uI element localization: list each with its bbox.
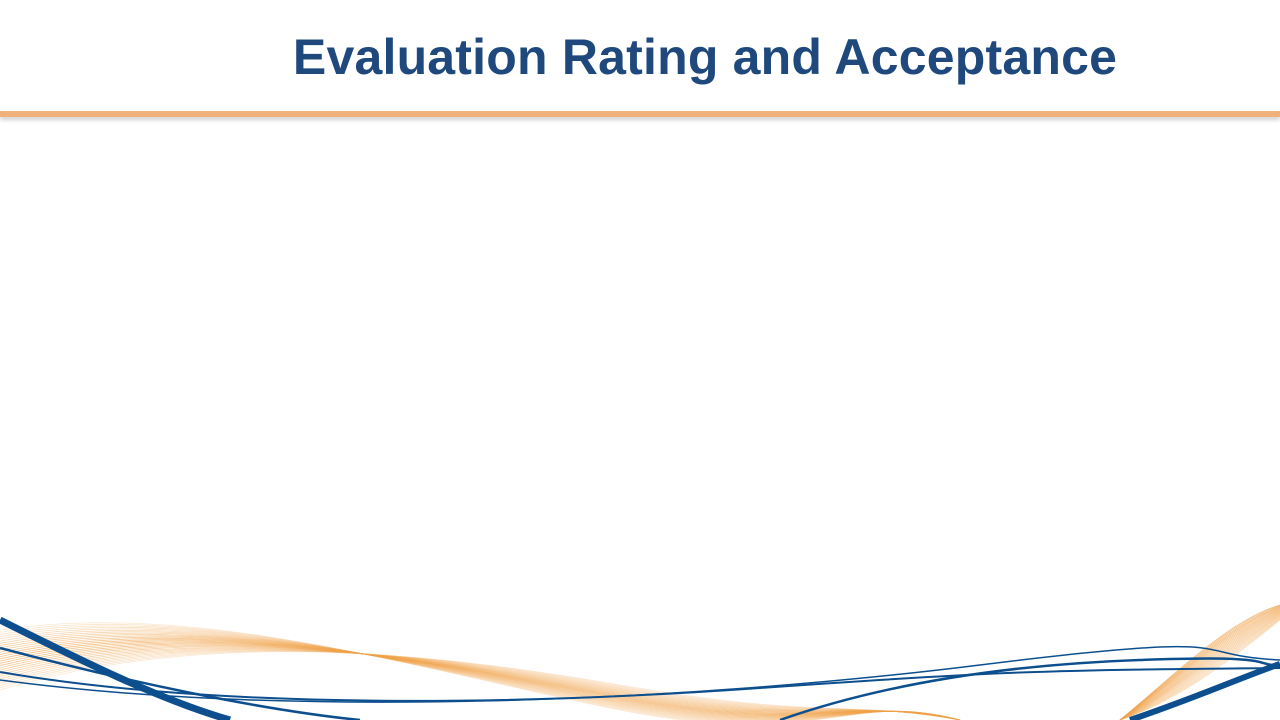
title-divider xyxy=(0,111,1280,117)
slide-title: Evaluation Rating and Acceptance xyxy=(292,29,1118,85)
blue-wave-line xyxy=(779,657,1280,720)
orange-wave-strand xyxy=(1119,612,1280,720)
orange-wave-strand xyxy=(1119,617,1280,720)
orange-wave-strand xyxy=(0,631,961,720)
orange-wave-strand xyxy=(0,647,961,720)
orange-wave-strand xyxy=(0,623,961,720)
orange-wave-strand xyxy=(0,622,961,720)
orange-wave-strand xyxy=(1119,613,1280,720)
orange-wave-strand xyxy=(1119,611,1280,720)
orange-wave-strand xyxy=(0,646,961,720)
orange-wave-strand xyxy=(0,650,961,720)
blue-wave-line xyxy=(0,646,361,720)
blue-wave-line xyxy=(0,645,1280,703)
orange-wave-strand xyxy=(0,651,961,720)
orange-wave-strand xyxy=(1119,610,1280,720)
orange-wave-strand xyxy=(1119,619,1280,720)
blue-wave-lines xyxy=(0,616,1280,720)
orange-wave-left xyxy=(0,622,961,720)
decorative-wave-footer xyxy=(0,604,1280,720)
orange-wave-strand xyxy=(1119,611,1280,720)
orange-wave-strand xyxy=(1119,618,1280,720)
orange-wave-strand xyxy=(0,649,961,720)
orange-wave-strand xyxy=(0,650,961,720)
blue-wave-thick xyxy=(1129,661,1280,720)
orange-wave-strand xyxy=(0,630,961,720)
slide-content-area xyxy=(60,140,1220,580)
orange-wave-strand xyxy=(1119,616,1280,720)
orange-wave-strand xyxy=(0,646,961,720)
orange-wave-strand xyxy=(1119,616,1280,720)
orange-wave-strand xyxy=(0,649,961,720)
blue-wave-line xyxy=(0,667,1280,702)
orange-wave-strand xyxy=(0,648,961,720)
orange-wave-strand xyxy=(1119,618,1280,720)
orange-wave-strand xyxy=(0,628,961,720)
orange-wave-strand xyxy=(1119,608,1280,720)
orange-wave-strand xyxy=(1119,604,1280,720)
